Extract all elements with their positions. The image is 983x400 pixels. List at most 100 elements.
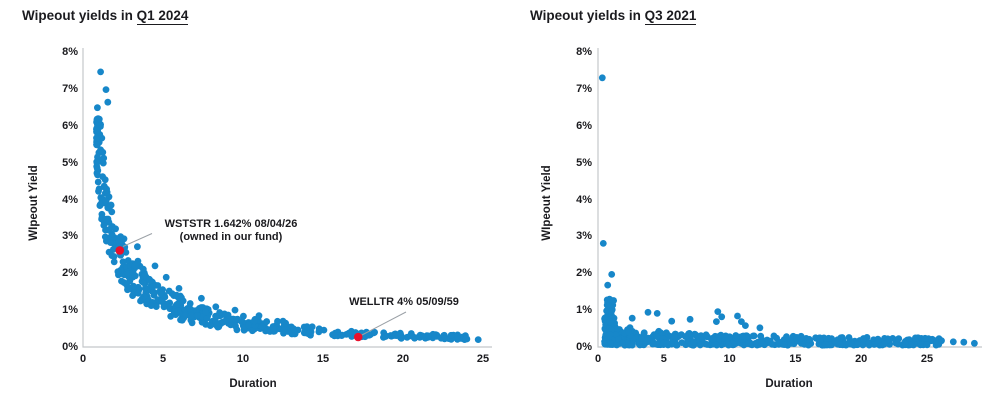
data-point	[745, 340, 753, 347]
data-point	[649, 340, 657, 348]
data-point	[331, 332, 338, 340]
annotation-leader-line	[122, 233, 153, 247]
data-point	[97, 194, 105, 201]
chart-title-q1-2024: Wipeout yields in Q1 2024	[22, 8, 189, 25]
data-point	[131, 272, 139, 280]
y-tick-label: 4%	[62, 193, 78, 206]
data-point	[186, 300, 194, 307]
data-point	[739, 332, 746, 340]
data-point	[107, 201, 115, 209]
data-point	[279, 317, 287, 325]
data-point	[233, 326, 241, 334]
data-point	[315, 328, 323, 336]
y-tick-label: 8%	[576, 46, 592, 58]
data-point	[197, 304, 205, 311]
chart-title-period: Q1 2024	[136, 8, 189, 25]
data-point	[783, 333, 790, 341]
data-point	[628, 314, 636, 322]
data-point	[186, 305, 194, 312]
data-point	[263, 318, 271, 325]
annotation-line-1: WSTSTR 1.642% 08/04/26	[164, 218, 298, 230]
data-point	[101, 233, 109, 241]
data-point	[382, 333, 389, 340]
y-tick-label: 4%	[576, 193, 592, 206]
data-point	[102, 215, 110, 223]
x-tick-label: 0	[594, 353, 602, 365]
data-point	[171, 308, 178, 315]
y-tick-label: 5%	[62, 156, 78, 169]
data-point	[102, 197, 109, 205]
data-point	[231, 316, 239, 323]
highlighted-data-point	[353, 332, 363, 342]
y-tick-label: 2%	[576, 267, 592, 280]
data-point	[816, 336, 824, 343]
data-point	[613, 325, 621, 333]
data-point	[290, 325, 297, 333]
y-tick-label: 7%	[576, 82, 592, 95]
data-point	[157, 290, 165, 297]
data-point	[607, 340, 614, 348]
data-point	[604, 281, 612, 289]
data-point	[305, 330, 313, 338]
data-point	[780, 341, 788, 348]
data-point	[139, 265, 147, 273]
annotation-line-2: (owned in our fund)	[179, 231, 283, 243]
data-point	[938, 337, 945, 345]
data-point	[407, 331, 415, 339]
data-point	[178, 316, 186, 324]
data-point	[187, 312, 195, 320]
data-point	[825, 334, 832, 342]
data-point	[94, 104, 101, 112]
data-point	[721, 333, 729, 341]
data-point	[346, 330, 354, 338]
data-point	[280, 326, 288, 334]
data-point	[303, 323, 311, 331]
y-tick-label: 2%	[62, 267, 78, 280]
data-point	[725, 341, 732, 349]
data-point	[103, 188, 111, 196]
y-tick-label: 7%	[62, 82, 78, 95]
data-point	[836, 341, 844, 348]
data-point	[686, 315, 694, 323]
data-point	[425, 332, 432, 340]
data-point	[921, 334, 929, 342]
data-point	[462, 335, 469, 343]
data-point	[606, 318, 614, 326]
y-tick-label: 1%	[62, 304, 78, 317]
data-point	[605, 302, 613, 310]
data-point	[93, 159, 101, 167]
data-point	[93, 141, 100, 149]
data-point	[94, 171, 101, 179]
x-tick-label: 5	[159, 353, 167, 365]
data-point	[147, 278, 155, 285]
data-point	[182, 311, 189, 319]
x-tick-label: 15	[789, 353, 802, 365]
data-point	[98, 210, 106, 218]
chart-title-prefix: Wipeout yields in	[530, 8, 645, 23]
y-tick-label: 6%	[576, 119, 592, 132]
y-tick-label: 8%	[62, 46, 78, 58]
data-point	[860, 335, 867, 343]
data-point	[258, 322, 266, 330]
data-point	[770, 332, 778, 340]
y-tick-label: 3%	[576, 230, 592, 243]
data-point	[108, 230, 116, 238]
x-tick-label: 5	[660, 353, 667, 365]
data-point	[151, 262, 159, 270]
data-point	[95, 187, 102, 195]
data-point	[865, 340, 873, 348]
data-point	[100, 222, 108, 229]
data-point	[960, 338, 968, 346]
data-point	[682, 333, 689, 340]
data-point	[361, 333, 369, 341]
data-point	[606, 331, 614, 339]
chart-title-period: Q3 2021	[644, 8, 697, 25]
y-tick-label: 0%	[62, 341, 78, 353]
data-point	[709, 336, 717, 343]
x-axis-label-q1: Duration	[229, 378, 277, 390]
data-point	[134, 289, 142, 297]
data-point	[203, 315, 211, 322]
data-point	[108, 208, 116, 216]
annotation-label: WSTSTR 1.642% 08/04/26 (owned in our fund…	[165, 218, 298, 244]
data-point	[124, 286, 131, 294]
